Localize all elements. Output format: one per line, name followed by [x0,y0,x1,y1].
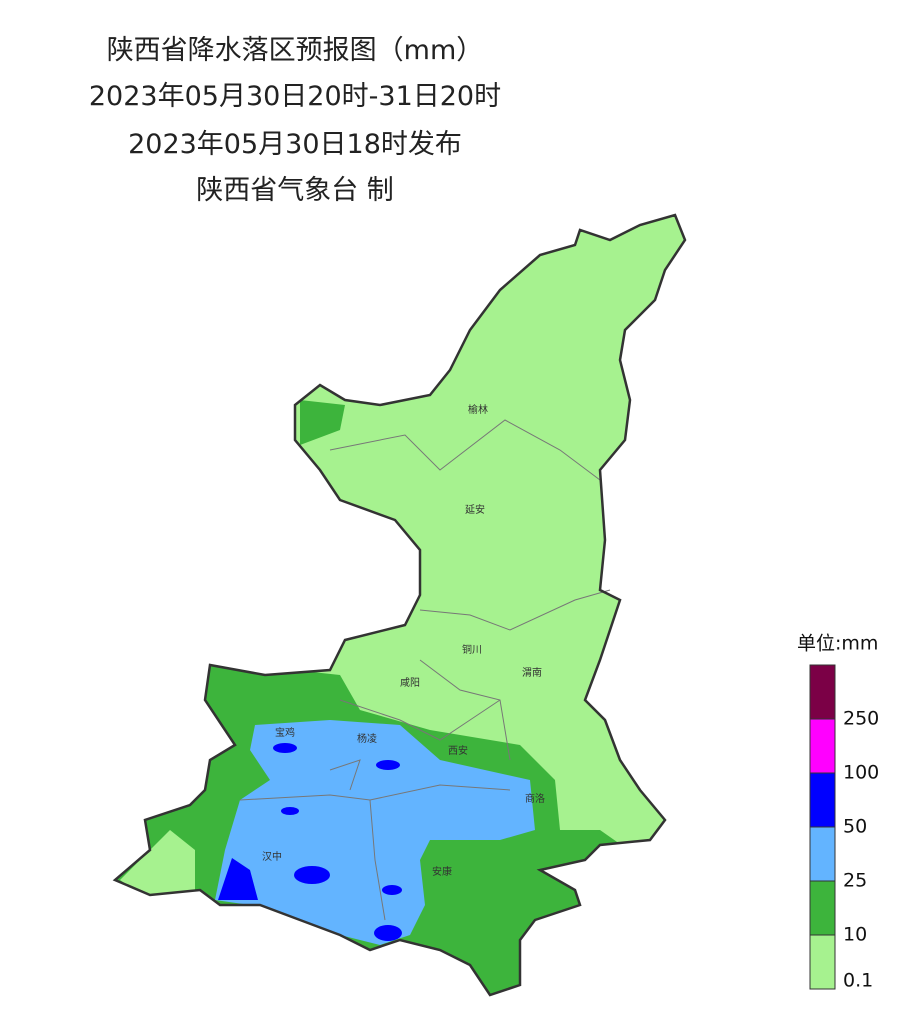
city-label: 渭南 [522,666,542,679]
city-label: 安康 [432,865,452,878]
boundary [369,799,386,921]
boundary [419,659,511,761]
subtitle: 2023年05月30日20时-31日20时 [88,81,502,112]
issue-time: 2023年05月30日18时发布 [128,129,462,160]
legend-swatch [809,664,836,720]
boundary [339,699,501,741]
area-light-blue [215,720,535,945]
legend-swatch [809,826,836,882]
legend-swatch [809,718,836,774]
city-label: 杨凌 [357,732,377,745]
legend-title: 单位:mm [797,633,878,655]
boundary [419,589,611,631]
boundary [329,419,601,481]
city-label: 咸阳 [400,677,420,689]
legend-label: 25 [843,870,867,892]
rain-areas [115,215,685,995]
area-blue [376,760,400,770]
area-light-green [120,830,195,900]
legend-label: 0.1 [843,970,873,992]
city-label: 延安 [465,503,485,516]
area-blue [218,858,258,900]
boundary [329,759,361,791]
area-blue [281,807,299,815]
legend-label: 100 [843,762,879,784]
city-label: 商洛 [525,792,545,805]
legend-label: 10 [843,924,867,946]
city-label: 西安 [448,744,468,757]
area-blue [294,866,330,884]
city-label: 铜川 [462,644,482,656]
title: 陕西省降水落区预报图（mm） [106,35,484,66]
area-blue [273,743,297,753]
city-label: 汉中 [262,850,282,863]
city-label: 榆林 [468,403,488,416]
area-blue [382,885,402,895]
legend-label: 250 [843,708,879,730]
legend-swatch [809,880,836,936]
legend-swatch [809,934,836,990]
city-label: 宝鸡 [275,726,295,739]
legend-swatch [809,772,836,828]
area-blue [374,925,402,941]
boundaries [239,419,611,921]
legend-label: 50 [843,816,867,838]
area-green [300,400,345,445]
issuer: 陕西省气象台 制 [196,175,394,206]
legend: 250 100 50 25 10 0.1 [809,664,879,992]
